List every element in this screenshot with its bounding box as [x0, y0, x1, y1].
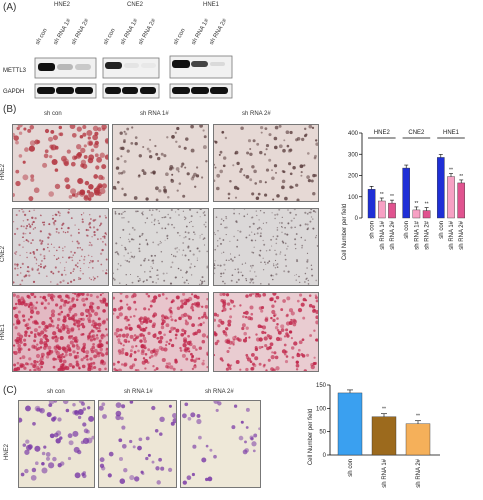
group-label-hne1: HNE1 [203, 2, 220, 8]
bar [436, 157, 445, 219]
bar [367, 189, 376, 219]
chart-c-ylabel: Cell Number per field [308, 409, 314, 465]
micrograph-hne2-sh-con [12, 124, 109, 202]
cell-texture [113, 125, 208, 201]
bar [337, 392, 363, 456]
col-label-c-sh-rna-1: sh RNA 1# [124, 389, 153, 395]
x-tick-label: sh con [370, 221, 376, 239]
panel-c-letter: (C) [3, 385, 17, 396]
x-tick-label: sh RNA 2# [459, 220, 465, 249]
y-tick-label: 100 [316, 406, 327, 412]
x-tick-label: sh RNA 2# [390, 220, 396, 249]
y-tick-label: 400 [348, 131, 359, 137]
y-tick-label: 50 [319, 430, 326, 436]
group-label: CNE2 [408, 130, 425, 136]
bar [402, 167, 410, 219]
cell-texture [99, 401, 176, 485]
cell-texture [182, 401, 260, 485]
significance-marker: ** [425, 202, 429, 208]
significance-marker: ** [416, 414, 420, 420]
significance-marker: ** [449, 168, 453, 174]
micrograph-hne2-sh-rna-2 [213, 124, 319, 202]
significance-marker: ** [459, 174, 463, 180]
group-label-cne2: CNE2 [127, 2, 144, 8]
row-label-gapdh: GAPDH [3, 89, 25, 95]
significance-marker: ** [414, 201, 418, 207]
micrograph-cne2-sh-con [12, 208, 109, 286]
bar-chart-c: Cell Number per field 0 50 100 150 ** ** sh … [308, 383, 440, 488]
bar [422, 210, 431, 219]
y-tick-label: 100 [348, 195, 359, 201]
panel-b-letter: (B) [3, 104, 17, 115]
bar [447, 176, 455, 219]
x-tick-label: sh RNA 1# [449, 220, 455, 249]
cell-texture [13, 209, 108, 285]
y-tick-label: 0 [355, 216, 359, 222]
cell-texture [214, 209, 318, 285]
y-tick-label: 300 [348, 152, 359, 158]
col-label-sh-rna-2: sh RNA 2# [242, 111, 271, 117]
bar [405, 423, 431, 456]
bar [388, 202, 396, 219]
col-label-sh-rna-1: sh RNA 1# [140, 111, 169, 117]
cell-texture [19, 401, 94, 481]
row-label-c-hne2: HNE2 [4, 443, 10, 460]
group-label-hne2: HNE2 [54, 2, 71, 8]
y-tick-label: 150 [316, 383, 327, 389]
micrograph-c-sh-con [18, 400, 95, 488]
row-label-hne2: HNE2 [0, 163, 6, 180]
cell-texture [113, 209, 208, 285]
cell-texture [13, 125, 108, 201]
micrograph-hne1-sh-rna-1 [112, 292, 209, 372]
bar [457, 182, 465, 219]
x-tick-label: sh RNA 1# [382, 458, 388, 487]
col-label-c-sh-con: sh con [47, 389, 65, 395]
western-blot-images [34, 55, 233, 99]
significance-marker: ** [382, 407, 386, 413]
micrograph-hne2-sh-rna-1 [112, 124, 209, 202]
x-tick-label: sh RNA 1# [414, 220, 420, 249]
row-label-cne2: CNE2 [0, 245, 6, 262]
significance-marker: ** [390, 194, 394, 200]
micrograph-cne2-sh-rna-2 [213, 208, 319, 286]
micrograph-hne1-sh-con [12, 292, 109, 372]
cell-texture [113, 293, 208, 371]
cell-texture [13, 293, 108, 371]
col-label-c-sh-rna-2: sh RNA 2# [205, 389, 234, 395]
row-label-mettl3: METTL3 [3, 68, 27, 74]
group-label: HNE1 [443, 130, 460, 136]
y-tick-label: 200 [348, 174, 359, 180]
x-tick-label: sh con [439, 221, 445, 239]
x-tick-label: sh con [404, 221, 410, 239]
micrograph-c-sh-rna-1 [98, 400, 177, 488]
x-tick-label: sh con [348, 459, 354, 477]
micrograph-cne2-sh-rna-1 [112, 208, 209, 286]
significance-marker: ** [380, 192, 384, 198]
chart-b-ylabel: Cell Number per field [342, 204, 348, 260]
panel-a-letter: (A) [3, 2, 17, 13]
cell-texture [214, 125, 318, 201]
bar-chart-b: Cell Number per field 0 100 200 300 400 ** **… [342, 130, 465, 260]
micrograph-hne1-sh-rna-2 [213, 292, 319, 372]
bar [412, 209, 421, 219]
col-label-sh-con: sh con [44, 111, 62, 117]
cell-texture [214, 293, 318, 371]
y-tick-label: 0 [323, 453, 327, 459]
x-tick-label: sh RNA 1# [380, 220, 386, 249]
bar [378, 200, 386, 219]
x-tick-label: sh RNA 2# [425, 220, 431, 249]
row-label-hne1: HNE1 [0, 323, 6, 340]
group-label: HNE2 [374, 130, 391, 136]
bar [371, 416, 397, 456]
x-tick-label: sh RNA 2# [416, 458, 422, 487]
micrograph-c-sh-rna-2 [180, 400, 261, 488]
